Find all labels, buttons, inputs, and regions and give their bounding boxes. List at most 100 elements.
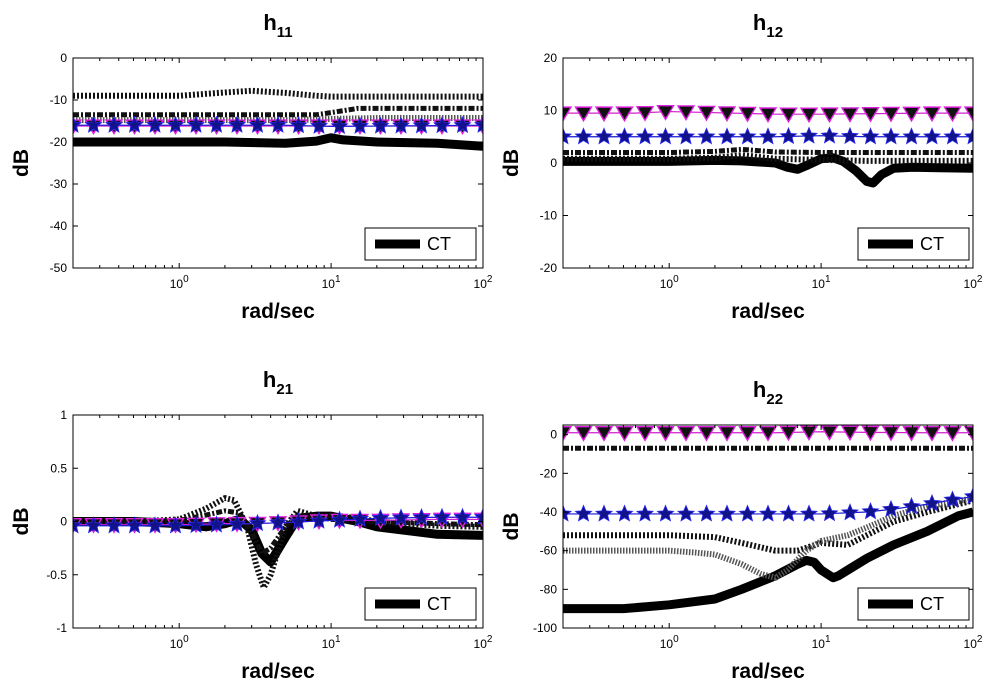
y-tick-label: -30 (50, 177, 68, 191)
star-marker (166, 115, 185, 133)
series-group (73, 87, 483, 151)
y-tick-label: -100 (533, 621, 557, 635)
triangle-marker (656, 426, 675, 442)
y-tick-label: 0 (550, 156, 557, 170)
x-tick-label: 100 (170, 274, 189, 291)
axes-frame (72, 57, 484, 269)
subplot-title: h22 (753, 377, 783, 408)
series-group (563, 105, 973, 188)
y-tick-label: -10 (540, 209, 558, 223)
y-tick-label: 1 (60, 408, 67, 422)
star-marker (676, 127, 696, 145)
y-tick-label: -20 (540, 261, 558, 275)
series-line-dotted-black (563, 152, 973, 164)
star-marker (615, 504, 634, 522)
star-marker (574, 504, 593, 522)
star-marker (145, 516, 165, 534)
star-marker (432, 116, 452, 134)
star-marker (758, 127, 778, 145)
star-marker (799, 126, 819, 144)
star-marker (635, 127, 655, 145)
star-marker (330, 510, 349, 528)
star-marker (881, 499, 901, 518)
triangle-marker (594, 426, 614, 442)
triangle-marker (717, 426, 737, 442)
star-marker (922, 493, 942, 512)
legend: CT (857, 587, 970, 621)
star-marker (799, 504, 819, 522)
star-marker (412, 507, 431, 526)
x-tick-label: 102 (964, 274, 983, 291)
series-line-dashdot-black (563, 146, 973, 155)
star-marker (289, 512, 308, 530)
star-marker (73, 115, 83, 133)
series-line-ct-thick-black (563, 507, 973, 614)
star-marker (125, 516, 144, 534)
triangle-marker (820, 107, 839, 124)
y-tick-label: 0 (60, 51, 67, 65)
triangle-marker (779, 107, 798, 124)
star-marker (635, 504, 655, 522)
x-tick-label: 100 (170, 634, 189, 651)
star-marker (963, 127, 973, 145)
triangle-marker (840, 107, 860, 123)
star-marker (84, 516, 103, 534)
star-marker (943, 490, 962, 508)
star-marker (227, 514, 247, 532)
star-marker (73, 516, 83, 534)
triangle-marker (881, 106, 901, 123)
triangle-marker (861, 425, 880, 442)
y-tick-label: -20 (540, 466, 558, 480)
y-tick-label: -1 (56, 621, 67, 635)
y-tick-label: -10 (50, 93, 68, 107)
x-axis-label: rad/sec (241, 300, 315, 323)
y-tick-label: 0.5 (50, 461, 67, 475)
star-marker (248, 115, 267, 133)
legend-label: CT (427, 594, 451, 614)
triangle-marker (861, 106, 880, 123)
star-marker (268, 513, 288, 531)
y-tick-label: -20 (50, 135, 68, 149)
triangle-marker (738, 106, 757, 123)
star-marker (963, 486, 973, 505)
x-axis-label: rad/sec (731, 660, 805, 683)
triangle-marker (615, 426, 634, 442)
triangle-marker (799, 425, 819, 442)
x-tick-label: 100 (660, 634, 679, 651)
series-line-dashdot-black (73, 508, 483, 556)
star-marker (594, 504, 614, 522)
star-marker (145, 115, 165, 133)
triangle-marker (922, 426, 942, 442)
star-marker (779, 504, 798, 522)
x-tick-label: 100 (660, 274, 679, 291)
triangle-marker (943, 426, 962, 442)
star-marker (473, 115, 483, 133)
y-tick-label: -40 (540, 505, 558, 519)
series-group (73, 495, 483, 591)
star-marker (840, 126, 860, 145)
triangle-marker (574, 426, 593, 442)
star-marker (676, 504, 696, 522)
triangle-marker (779, 425, 798, 442)
star-marker (125, 115, 144, 133)
triangle-marker (840, 425, 860, 442)
star-marker (697, 127, 716, 145)
triangle-marker (676, 426, 696, 442)
star-marker (268, 115, 288, 133)
star-marker (574, 127, 593, 145)
legend: CT (364, 227, 477, 261)
triangle-marker (656, 105, 675, 121)
star-marker (432, 507, 452, 525)
star-marker (717, 127, 737, 145)
triangle-marker (635, 105, 655, 122)
star-marker (840, 503, 860, 521)
star-marker (615, 127, 634, 145)
triangle-marker (963, 426, 973, 442)
triangle-marker (943, 106, 962, 123)
triangle-marker (881, 425, 901, 442)
star-marker (207, 115, 226, 133)
x-axis-label: rad/sec (241, 660, 315, 683)
star-marker (922, 127, 942, 145)
y-axis-label: dB (10, 149, 33, 177)
y-axis-label: dB (500, 513, 523, 541)
